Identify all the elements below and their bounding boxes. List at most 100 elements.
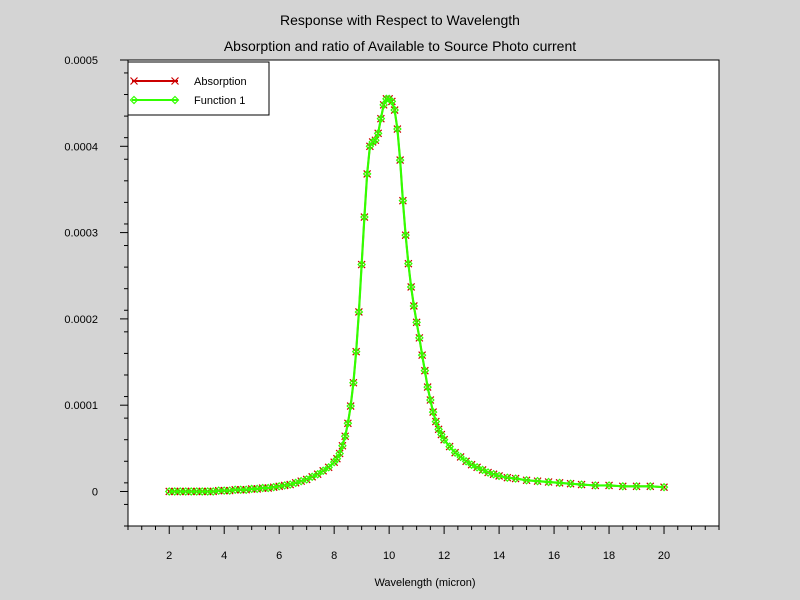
data-point — [437, 430, 446, 439]
legend: Absorption Function 1 — [127, 61, 270, 116]
data-point — [340, 431, 350, 441]
data-point — [313, 469, 323, 479]
x-tick-label: 14 — [493, 550, 505, 562]
data-point — [338, 441, 347, 451]
series-1 — [164, 94, 669, 496]
data-point — [335, 449, 345, 458]
y-tick-label: 0.0004 — [64, 141, 98, 153]
x-tick-label: 2 — [166, 550, 172, 562]
data-point — [395, 155, 405, 165]
y-tick-label: 0.0003 — [64, 228, 98, 240]
x-tick-label: 6 — [276, 550, 282, 562]
x-tick-label: 18 — [603, 550, 615, 562]
data-point — [307, 472, 317, 482]
data-point — [390, 105, 399, 115]
data-point — [544, 477, 553, 487]
data-point — [645, 481, 655, 491]
data-point — [382, 94, 391, 104]
data-point — [349, 378, 358, 388]
legend-box — [127, 61, 270, 116]
data-point — [171, 77, 179, 85]
data-point — [434, 424, 443, 434]
legend-label: Absorption — [194, 76, 247, 88]
data-point — [387, 97, 397, 106]
data-point — [472, 462, 482, 472]
data-point — [417, 350, 427, 360]
data-point — [318, 466, 328, 476]
data-point — [483, 468, 493, 477]
data-point — [502, 473, 512, 483]
data-point — [398, 196, 408, 206]
data-point — [379, 100, 388, 110]
data-point — [368, 137, 377, 147]
x-tick-label: 20 — [658, 550, 670, 562]
data-point — [376, 114, 386, 124]
data-point — [618, 481, 628, 491]
y-tick-label: 0.0002 — [64, 314, 98, 326]
data-point — [577, 480, 586, 489]
data-point — [533, 476, 542, 486]
data-point — [439, 435, 449, 445]
data-point — [420, 366, 430, 376]
data-point — [412, 317, 421, 327]
data-point — [332, 454, 342, 464]
x-tick-label: 12 — [438, 550, 450, 562]
data-point — [346, 401, 356, 411]
y-tick-label: 0.0001 — [64, 400, 98, 412]
data-point — [604, 481, 614, 490]
data-point — [660, 483, 668, 492]
data-point — [409, 301, 419, 311]
data-point — [431, 417, 441, 426]
data-point — [401, 230, 410, 240]
legend-label: Function 1 — [194, 95, 245, 107]
data-point — [423, 382, 432, 392]
x-tick-label: 16 — [548, 550, 560, 562]
data-point — [360, 212, 369, 222]
data-point — [362, 169, 372, 179]
data-point — [566, 479, 575, 489]
y-tick-label: 0.0005 — [64, 55, 98, 67]
data-point — [404, 259, 413, 269]
y-axis: 0 0.0001 0.0002 0.0003 0.0004 0.0005 — [64, 55, 128, 527]
data-point — [343, 418, 353, 428]
series-layer — [164, 94, 669, 496]
x-tick-label: 10 — [383, 550, 395, 562]
data-point — [511, 474, 520, 483]
chart-subtitle: Absorption and ratio of Available to Sou… — [223, 38, 577, 54]
data-point — [555, 478, 564, 488]
data-point — [445, 442, 454, 451]
chart-title: Response with Respect to Wavelength — [280, 12, 520, 28]
data-point — [478, 465, 487, 475]
data-point — [324, 462, 334, 472]
data-point — [351, 347, 361, 357]
x-axis-label: Wavelength (micron) — [374, 577, 476, 589]
data-point — [129, 95, 139, 105]
data-point — [302, 475, 312, 484]
data-point — [590, 481, 600, 490]
x-tick-label: 8 — [331, 550, 337, 562]
data-point — [354, 307, 364, 317]
data-point — [428, 407, 438, 417]
data-point — [632, 481, 641, 491]
data-point — [393, 124, 402, 134]
data-point — [456, 452, 465, 462]
data-point — [494, 471, 504, 481]
data-point — [415, 333, 424, 343]
x-tick-label: 4 — [221, 550, 227, 562]
x-axis: 2 4 6 8 10 12 14 16 18 20 — [127, 526, 720, 562]
data-point — [130, 77, 138, 85]
data-point — [357, 260, 366, 269]
y-tick-label: 0 — [92, 486, 98, 498]
data-point — [426, 395, 435, 405]
data-point — [450, 448, 460, 457]
data-point — [522, 475, 531, 485]
data-point — [373, 129, 383, 138]
plot-background — [127, 59, 720, 527]
data-point — [461, 456, 471, 466]
data-point — [170, 95, 180, 105]
data-point — [406, 282, 416, 292]
data-point — [371, 135, 380, 145]
data-point — [659, 482, 669, 492]
